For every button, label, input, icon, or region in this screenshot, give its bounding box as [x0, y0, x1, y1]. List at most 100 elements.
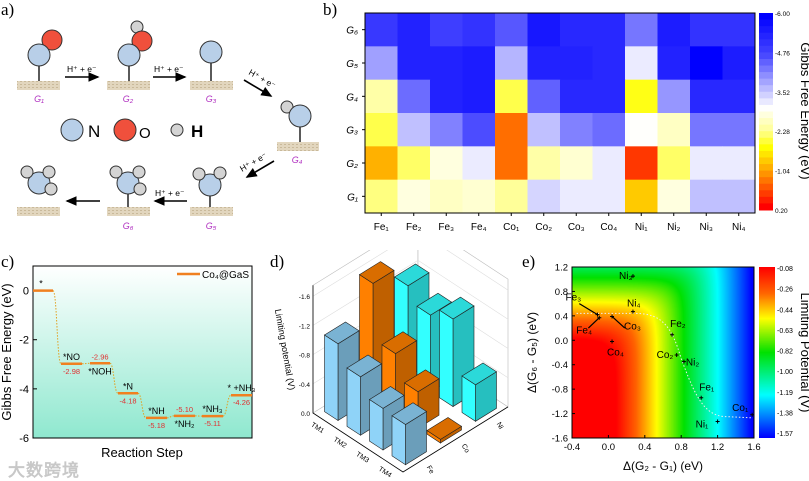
y-tick-label: -0.4 — [552, 360, 568, 371]
x-tick-label: Ni₁ — [635, 222, 648, 233]
panel-label-e: e) — [522, 252, 536, 271]
y-tick-label: -4 — [19, 384, 29, 396]
colorbar-segment — [759, 13, 773, 21]
y-tick-label: 0.8 — [555, 287, 568, 298]
data-point-marker — [630, 309, 635, 314]
species-label: *NH — [148, 406, 165, 416]
step-label: H⁺ + e⁻ — [155, 188, 185, 198]
row-tick-label: TM3 — [354, 451, 370, 465]
x-tick-label: Co₄ — [600, 222, 617, 233]
heatmap-cell — [625, 113, 658, 147]
x-tick-label: Co₁ — [503, 222, 520, 233]
heatmap-cell — [722, 46, 756, 81]
heatmap-cell — [430, 13, 463, 47]
colorbar-segment — [759, 65, 773, 73]
arrows — [65, 72, 275, 206]
heatmap-cell — [657, 46, 691, 81]
bar-top-face — [416, 292, 453, 316]
state-g5 — [190, 166, 233, 216]
point-label: Fe₄ — [576, 326, 592, 337]
reaction-scheme: H⁺ + e⁻ H⁺ + e⁻ H⁺ + e⁻ H⁺ + e⁻ H⁺ + e⁻ … — [17, 20, 319, 231]
z-tick-label: -0.4 — [299, 382, 311, 389]
connector-line — [137, 392, 147, 419]
x-tick-label: Ni₂ — [667, 222, 680, 233]
energy-profile-chart: 0 -2 -4 -6 * *NO -2.98 *NOH -2.96 *N -4.18 *NH -5.18… — [0, 265, 256, 460]
energy-value-label: -5.10 — [176, 405, 193, 414]
heatmap-cell — [690, 79, 723, 114]
heatmap-gibbs: G₆ G₅ G₄ G₃ G₂ G₁ Fe₁ Fe₂ Fe₃ Fe₄ Co₁ Co₂ Co₃ Co₄ Ni₁ N… — [346, 11, 809, 233]
colorbar-segment — [759, 196, 773, 204]
colorbar-tick-label: -0.44 — [777, 307, 793, 314]
x-tick-label: Fe₂ — [406, 222, 422, 233]
bar-top-face — [368, 386, 405, 409]
colorbar-tick-label: -0.26 — [777, 287, 793, 294]
heatmap-cell — [365, 46, 398, 81]
legend-n: N — [88, 122, 100, 141]
z-tick-label: -0.8 — [299, 353, 311, 360]
x-tick-label: Ni₄ — [732, 222, 746, 233]
bar-co-tm4 — [426, 417, 463, 444]
heatmap-cell — [527, 179, 561, 214]
x-tick-label: 0.0 — [602, 442, 615, 453]
species-label: * — [39, 279, 43, 289]
heatmap-cell — [397, 179, 431, 214]
point-label: Co₂ — [657, 350, 674, 361]
point-label: Co₄ — [607, 348, 624, 359]
heatmap-cell — [625, 146, 658, 181]
bar-top-face — [438, 296, 475, 320]
heatmap-cell — [625, 79, 658, 114]
heatmap-cell — [495, 146, 528, 181]
heatmap-cell — [560, 146, 593, 181]
panel-label-b: b) — [323, 0, 338, 19]
heatmap-cell — [560, 79, 593, 114]
heatmap-cell — [625, 46, 658, 81]
heatmap-cell — [397, 46, 431, 81]
heatmap-cell — [365, 79, 398, 114]
y-tick-label: -2 — [19, 335, 29, 347]
state-g6 — [107, 165, 150, 216]
colorbar-segment — [759, 157, 773, 165]
state-g3 — [190, 40, 233, 90]
atom-legend: N O H — [60, 118, 203, 142]
heatmap-cell — [690, 46, 723, 81]
heatmap-cell — [722, 79, 756, 114]
state-label: G₅ — [206, 221, 217, 231]
step-label: H⁺ + e⁻ — [238, 150, 269, 174]
y-tick-label: 1.2 — [555, 263, 568, 274]
colorbar-segment — [759, 144, 773, 152]
row-tick-label: TM2 — [332, 436, 348, 450]
heatmap-cell — [657, 13, 691, 47]
heatmap-cell — [592, 113, 626, 147]
bar-fe-tm4 — [391, 402, 428, 466]
heatmap-cell — [430, 146, 463, 181]
heatmap-cell — [625, 13, 658, 47]
heatmap-cell — [365, 113, 398, 147]
point-label: Co₃ — [624, 321, 641, 332]
colorbar-tick-label: -4.76 — [775, 50, 790, 57]
y-tick-label: G₅ — [346, 59, 358, 70]
bar-top-face — [461, 362, 498, 386]
x-tick-label: 0.8 — [675, 442, 688, 453]
heatmap-cell — [592, 46, 626, 81]
energy-value-label: -4.26 — [233, 398, 250, 407]
heatmap-cell — [365, 179, 398, 214]
bar-top-face — [346, 354, 383, 378]
heatmap-cell — [462, 146, 496, 181]
x-axis-label: Reaction Step — [101, 445, 183, 460]
heatmap-cell — [592, 179, 626, 214]
colorbar-segment — [759, 72, 773, 80]
heatmap-cell — [365, 13, 398, 47]
colorbar-segment — [759, 183, 773, 191]
colorbar-tick-label: -1.38 — [777, 410, 793, 417]
heatmap-cell — [722, 113, 756, 147]
state-label: G₁ — [34, 94, 44, 104]
step-label: H⁺ + e⁻ — [67, 64, 97, 74]
colorbar-tick-label: -1.19 — [777, 390, 793, 397]
z-axis-label: Limiting potential (V) — [273, 308, 297, 391]
limiting-potential-map — [572, 267, 754, 438]
colorbar-tick-label: -0.08 — [777, 266, 793, 273]
bar-front-face — [346, 367, 361, 436]
y-tick-label: G₃ — [346, 126, 358, 137]
y-tick-label: G₁ — [347, 192, 358, 203]
